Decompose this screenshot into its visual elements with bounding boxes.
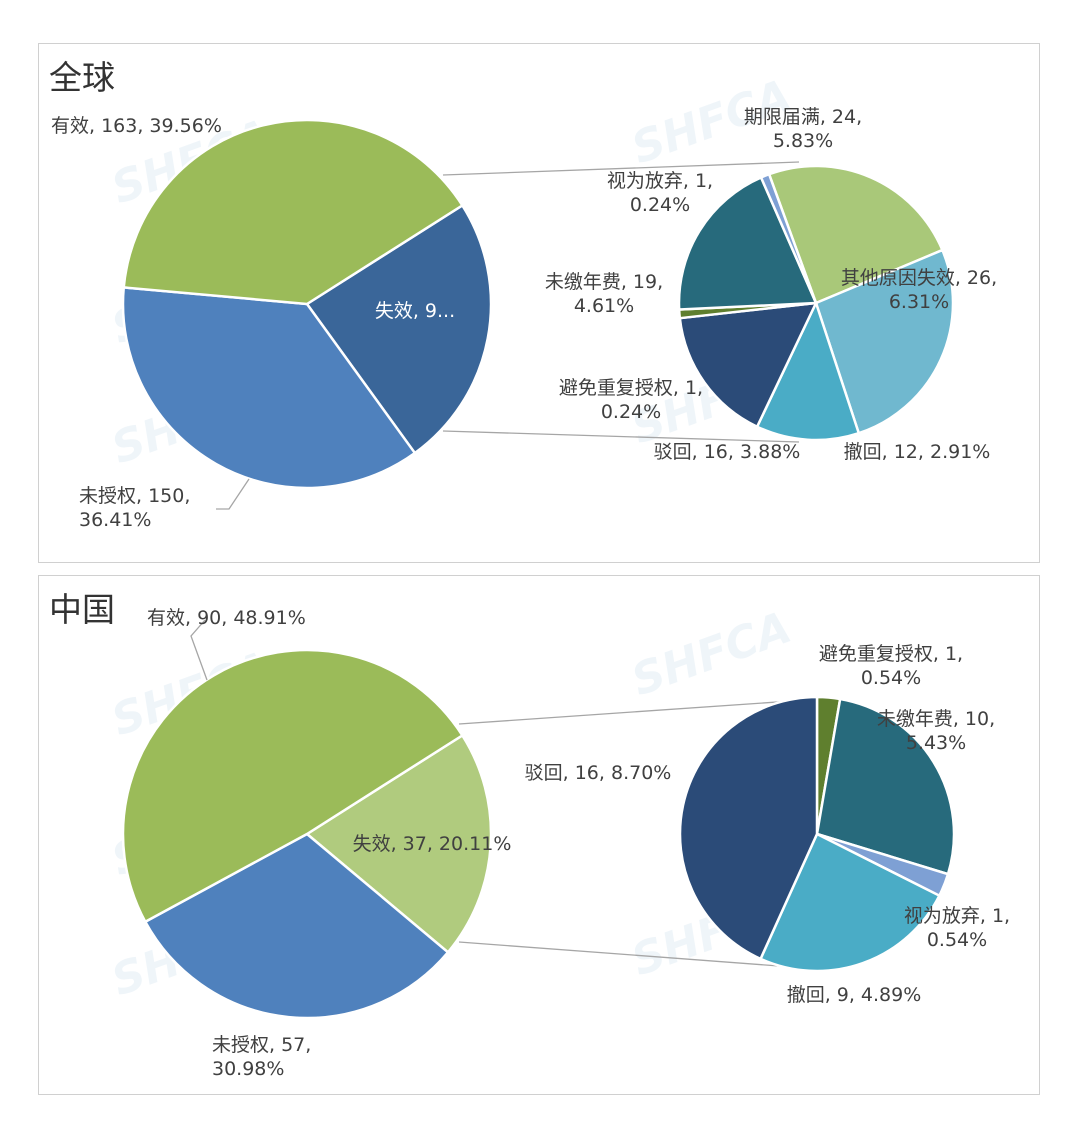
breakdown-slice-label-line: 4.61% [574, 295, 634, 317]
breakdown-slice-label: 撤回, 9, 4.89% [787, 984, 922, 1006]
breakdown-slice-label-line: 未缴年费, 19, [545, 271, 663, 293]
breakdown-pie-slice [759, 172, 818, 304]
connector-line [458, 697, 836, 725]
china-chart-panel: 中国 SHFCASHFCASHFCASHFCASHFCA有效, 90, 48.9… [38, 575, 1040, 1095]
global-chart-panel: 全球 SHFCASHFCASHFCASHFCASHFCA有效, 163, 39.… [38, 43, 1040, 563]
main-slice-label: 有效, 163, 39.56% [51, 115, 222, 137]
breakdown-slice-label-line: 5.83% [773, 130, 833, 152]
breakdown-slice-label-line: 视为放弃, 1, [607, 170, 713, 192]
label-leader-line [216, 478, 250, 510]
breakdown-slice-label-line: 其他原因失效, 26, [841, 267, 997, 289]
breakdown-pie-slice [678, 301, 819, 429]
main-slice-label-line: 30.98% [212, 1058, 284, 1080]
breakdown-pie-slice [767, 164, 944, 305]
breakdown-slice-label-line: 避免重复授权, 1, [819, 643, 963, 665]
main-pie-slice-invalid [305, 203, 493, 455]
breakdown-slice-label-line: 6.31% [889, 291, 949, 313]
watermark-brand: SHFCA [625, 602, 797, 706]
breakdown-slice-label: 驳回, 16, 3.88% [654, 441, 801, 463]
main-slice-label: 失效, 37, 20.11% [353, 833, 512, 855]
breakdown-slice-label: 视为放弃, 1, 0.24% [607, 170, 713, 216]
global-chart-title: 全球 [49, 58, 115, 97]
china-chart-title: 中国 [49, 590, 115, 629]
breakdown-pie-slice [758, 832, 942, 973]
main-pie-slice-valid [122, 118, 465, 306]
connector-line [458, 941, 780, 967]
main-slice-label: 失效, 9... [375, 300, 455, 322]
breakdown-slice-label: 未缴年费, 19, 4.61% [545, 271, 663, 317]
breakdown-slice-label: 期限届满, 24, 5.83% [744, 106, 862, 152]
main-slice-label-line: 未授权, 57, [212, 1034, 311, 1056]
breakdown-slice-label: 未缴年费, 10, 5.43% [877, 708, 995, 754]
breakdown-slice-label-line: 期限届满, 24, [744, 106, 862, 128]
main-slice-label: 有效, 90, 48.91% [147, 607, 306, 629]
main-slice-label-line: 未授权, 150, [79, 485, 190, 507]
global-chart-svg: 全球 SHFCASHFCASHFCASHFCASHFCA有效, 163, 39.… [49, 58, 997, 531]
breakdown-pie-slice [755, 299, 861, 442]
breakdown-slice-label: 视为放弃, 1, 0.54% [904, 905, 1010, 951]
breakdown-pie-slice [678, 695, 819, 961]
breakdown-pie-slice [814, 248, 955, 435]
breakdown-slice-label: 避免重复授权, 1, 0.54% [819, 643, 963, 689]
breakdown-pie-slice [815, 697, 956, 876]
main-slice-label: 未授权, 57, 30.98% [212, 1034, 311, 1080]
main-pie-slice-invalid [304, 733, 493, 955]
main-slice-label-line: 36.41% [79, 509, 151, 531]
breakdown-slice-label-line: 视为放弃, 1, [904, 905, 1010, 927]
breakdown-slice-label-line: 0.54% [927, 929, 987, 951]
china-chart-svg: 中国 SHFCASHFCASHFCASHFCASHFCA有效, 90, 48.9… [49, 590, 1010, 1080]
main-pie-slice-unauthorized [143, 832, 450, 1020]
breakdown-slice-label: 避免重复授权, 1, 0.24% [559, 377, 703, 423]
main-pie-slice-unauthorized [121, 286, 417, 490]
breakdown-pie-slice [677, 175, 818, 311]
breakdown-slice-label-line: 0.24% [601, 401, 661, 423]
main-slice-label: 未授权, 150, 36.41% [79, 485, 190, 531]
breakdown-slice-label-line: 未缴年费, 10, [877, 708, 995, 730]
main-pie-slice-valid [121, 648, 465, 924]
label-leader-line [190, 619, 208, 681]
breakdown-slice-label: 其他原因失效, 26, 6.31% [841, 267, 997, 313]
breakdown-slice-label-line: 避免重复授权, 1, [559, 377, 703, 399]
connector-line [442, 430, 800, 443]
breakdown-slice-label: 驳回, 16, 8.70% [525, 762, 672, 784]
breakdown-slice-label: 撤回, 12, 2.91% [844, 441, 991, 463]
connector-line [442, 161, 800, 176]
breakdown-slice-label-line: 0.24% [630, 194, 690, 216]
breakdown-slice-label-line: 5.43% [906, 732, 966, 754]
breakdown-slice-label-line: 0.54% [861, 667, 921, 689]
